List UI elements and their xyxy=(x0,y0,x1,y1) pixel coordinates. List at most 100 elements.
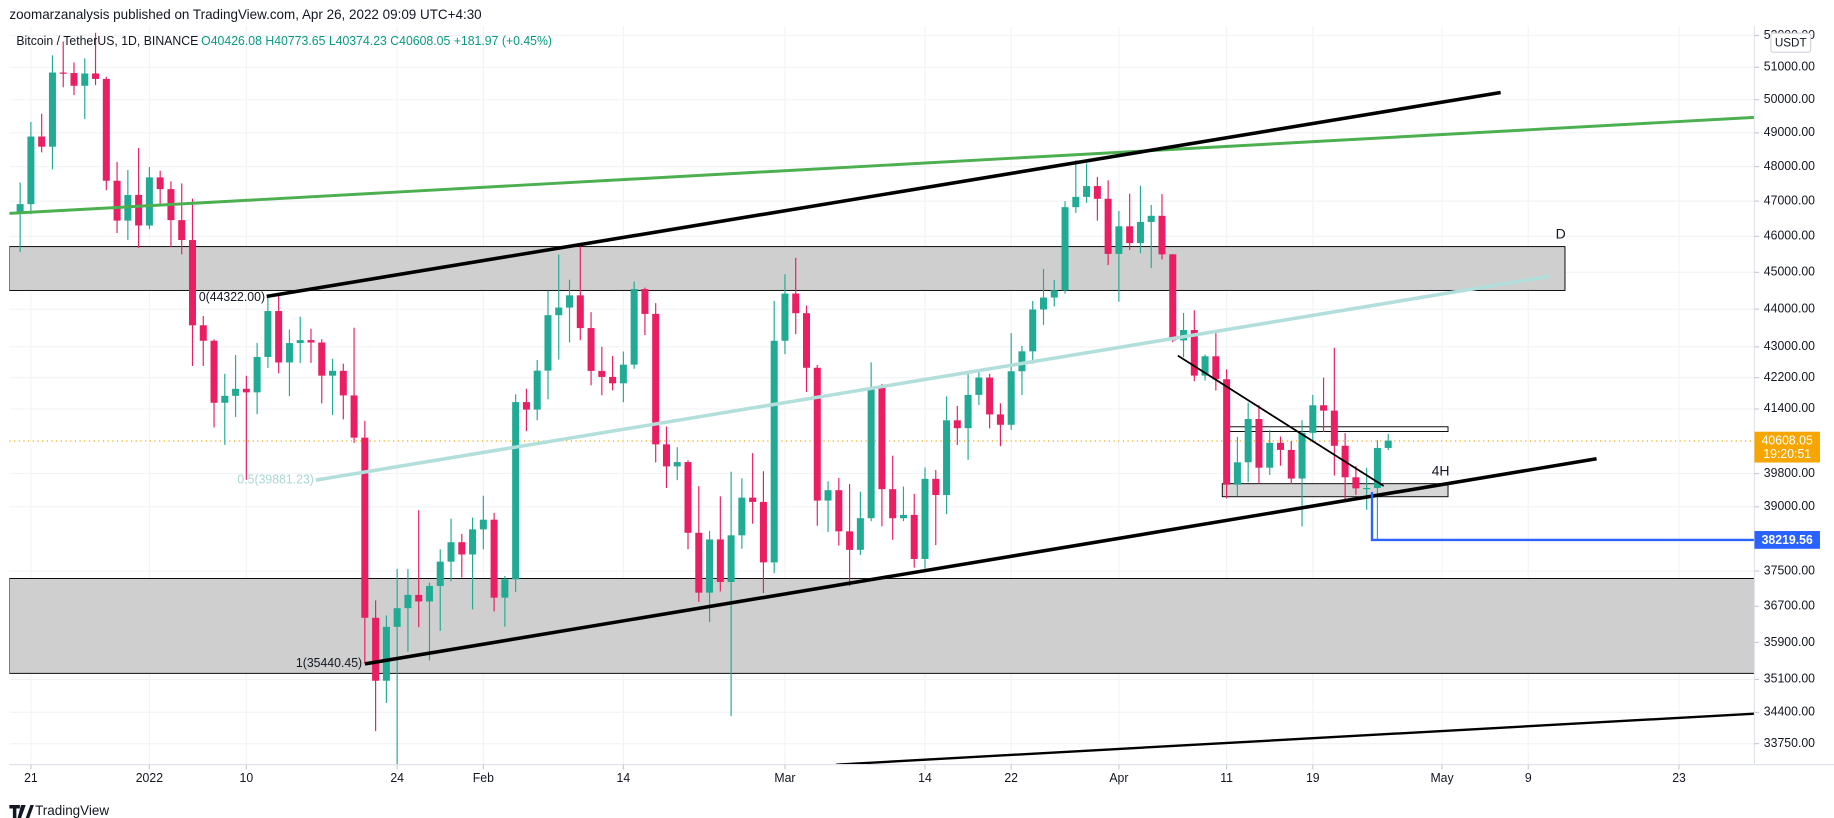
candle-body xyxy=(1190,330,1198,376)
lower-line xyxy=(836,712,1755,765)
candle-body xyxy=(242,388,250,393)
candle-body xyxy=(1352,477,1360,489)
x-tick-label: May xyxy=(1430,771,1454,785)
candle-body xyxy=(781,293,789,341)
candle-body xyxy=(1255,418,1263,468)
x-tick-label: 11 xyxy=(1220,771,1233,785)
candle-body xyxy=(598,370,606,377)
candle-body xyxy=(641,289,649,314)
price-level-line xyxy=(1370,491,1755,542)
down-trend xyxy=(1177,354,1385,487)
candle-body xyxy=(609,376,617,384)
candle-body xyxy=(425,585,433,602)
candle-body xyxy=(48,72,56,147)
demand-zone xyxy=(9,578,1755,674)
candle-body xyxy=(932,478,940,496)
brand-logo xyxy=(9,804,34,818)
x-tick-label: Mar xyxy=(774,771,795,785)
candle-body xyxy=(899,514,907,519)
candle-body xyxy=(1298,432,1306,479)
trend-line xyxy=(9,115,1755,215)
candle-body xyxy=(662,444,670,467)
candle-body xyxy=(996,414,1004,425)
candle-body xyxy=(792,293,800,314)
x-tick-label: 24 xyxy=(390,771,404,785)
x-tick-label: 19 xyxy=(1306,771,1320,785)
candle-body xyxy=(1158,215,1166,255)
candle-body xyxy=(943,420,951,496)
drawings-back xyxy=(9,246,1755,674)
candle-body xyxy=(587,328,595,371)
candle-body xyxy=(1320,405,1328,411)
candle-body xyxy=(199,325,207,341)
candle-body xyxy=(512,402,520,580)
y-tick-label: 50000.00 xyxy=(1764,92,1815,106)
y-tick-label: 36700.00 xyxy=(1764,599,1815,613)
candle-body xyxy=(307,340,315,343)
x-tick-label: 14 xyxy=(617,771,631,785)
header: zoomarzanalysis published on TradingView… xyxy=(9,7,481,22)
y-tick-label: 35100.00 xyxy=(1764,672,1815,686)
candle-body xyxy=(727,535,735,583)
x-tick-label: 9 xyxy=(1525,771,1532,785)
candle-body xyxy=(479,519,487,530)
candle-body xyxy=(953,420,961,429)
candle-body xyxy=(716,539,724,583)
candle-body xyxy=(544,315,552,371)
y-tick-label: 33750.00 xyxy=(1764,736,1815,750)
candle-body xyxy=(145,177,153,226)
candle-body xyxy=(964,394,972,429)
candle-body xyxy=(264,311,272,357)
candle-body xyxy=(1169,254,1177,341)
x-tick-label: Apr xyxy=(1109,771,1128,785)
zone-label: D xyxy=(1556,225,1566,241)
candle-body xyxy=(339,370,347,396)
candle-body xyxy=(361,437,369,618)
candle-body xyxy=(285,343,293,363)
y-tick-label: 51000.00 xyxy=(1764,60,1815,74)
candle-body xyxy=(188,240,196,326)
y-tick-label: 42200.00 xyxy=(1764,370,1815,384)
candle-body xyxy=(372,617,380,681)
candle-body xyxy=(1330,410,1338,446)
fib-label: 0.5(39881.23) xyxy=(237,472,313,486)
candle-body xyxy=(415,594,423,602)
zone-label: 4H xyxy=(1432,463,1450,479)
symbol-title: Bitcoin / TetherUS, 1D, BINANCE xyxy=(16,34,198,48)
channel-top xyxy=(266,90,1501,299)
candle-body xyxy=(1363,487,1371,490)
candle-body xyxy=(910,514,918,559)
candle-body xyxy=(1276,442,1284,450)
candle-body xyxy=(770,340,778,563)
candle-body xyxy=(695,532,703,593)
candles xyxy=(16,32,1392,765)
candle-body xyxy=(1244,418,1252,463)
candle-body xyxy=(630,289,638,365)
candle-body xyxy=(813,367,821,501)
candle-body xyxy=(1287,449,1295,479)
candle-body xyxy=(350,395,358,438)
candle-body xyxy=(1029,309,1037,352)
candle-body xyxy=(232,388,240,396)
y-tick-label: 47000.00 xyxy=(1764,193,1815,207)
candle-body xyxy=(749,497,757,502)
y-tick-label: 46000.00 xyxy=(1764,229,1815,243)
y-tick-label: 39800.00 xyxy=(1764,466,1815,480)
currency-box xyxy=(1770,32,1812,53)
candle-body xyxy=(1233,462,1241,485)
candle-body xyxy=(92,73,100,79)
countdown: 19:20:51 xyxy=(1763,447,1811,461)
price-level-box xyxy=(1754,531,1820,549)
x-tick-label: 2022 xyxy=(136,771,163,785)
candle-body xyxy=(447,542,455,562)
candle-body xyxy=(1212,356,1220,380)
channel-mid xyxy=(315,274,1551,482)
candle-body xyxy=(1147,215,1155,222)
candle-body xyxy=(1115,226,1123,254)
y-tick-label: 49000.00 xyxy=(1764,125,1815,139)
candle-body xyxy=(824,490,832,501)
axes: 52000.0051000.0050000.0049000.0048000.00… xyxy=(24,28,1815,785)
candle-body xyxy=(576,295,584,329)
candle-body xyxy=(533,370,541,410)
